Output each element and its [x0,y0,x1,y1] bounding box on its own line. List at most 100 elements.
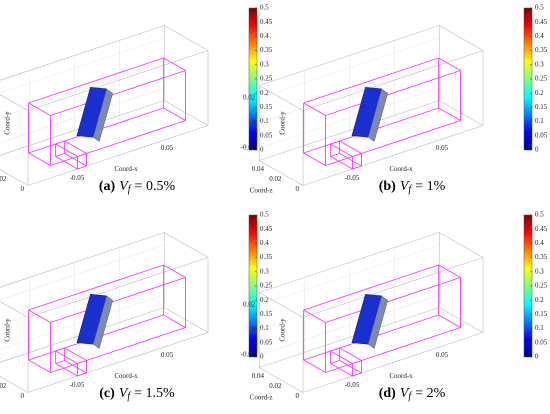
support-outline [339,360,362,374]
grid [259,269,440,331]
axes-box [439,307,484,333]
caption-var: V [119,179,129,194]
grid [0,87,165,144]
damage-edge [367,295,388,349]
support-outline [330,156,353,170]
z-tick-label: 0 [296,185,300,193]
caption-sub: f [408,184,412,195]
colorbar-tick-label: 0.1 [535,324,544,332]
beam-outline [438,264,461,278]
support-outline [352,165,362,170]
axes-box [27,50,209,111]
axes-box [0,232,165,288]
colorbar-tick-label: 0.3 [535,60,544,68]
support-outline [55,350,78,364]
support-outline [64,360,87,374]
x-axis-label: Coord-x [389,372,413,380]
caption-label: (b) [379,179,396,194]
axes-box [259,367,304,393]
beam-outline [163,57,186,71]
colorbar-tick-label: 0.2 [535,89,544,97]
colorbar-tick-label: 0.3 [535,267,544,275]
grid [0,269,165,326]
colorbar-tick-label: 0.15 [535,103,548,111]
axes-box [439,100,484,126]
caption-sub: f [128,184,132,195]
axes-box [259,160,304,186]
axes-box [259,232,440,293]
colorbar-tick-label: 0.35 [260,253,273,261]
z-tick-label: 0.04 [252,165,265,173]
y-tick-label: 0.02 [243,301,256,309]
damage-edge [367,88,388,142]
colorbar-tick-label: 0.05 [535,338,548,346]
beam-outline [325,327,461,373]
axes-box [164,25,209,51]
axes-box [164,307,209,333]
support-outline [330,350,353,364]
caption-label: (a) [99,179,116,194]
colorbar-tick-label: 0.3 [260,60,269,68]
beam-outline [325,277,461,323]
colorbar-tick-label: 0 [260,146,264,154]
colorbar-tick-label: 0.45 [260,225,273,233]
x-tick-label: 0.05 [436,144,449,152]
x-tick-label: 0.05 [161,351,174,359]
x-tick-label: -0.05 [70,381,85,389]
beam-outline [50,327,186,373]
colorbar-tick-label: 0.1 [535,117,544,125]
grid [304,352,349,378]
axes-box [259,85,304,111]
caption-label: (d) [379,386,396,401]
colorbar-tick-label: 0.45 [535,18,548,26]
axes-box [0,100,165,156]
axes-box [259,25,440,86]
axes-box [164,100,209,126]
axes-box [0,25,165,81]
support-outline [352,372,362,377]
colorbar-tick-label: 0.2 [260,89,269,97]
y-tick-label: 0 [252,119,256,127]
support-outline [330,143,353,157]
colorbar-tick-label: 0.4 [535,32,544,40]
colorbar-tick-label: 0.05 [535,131,548,139]
x-tick-label: 0.05 [161,144,174,152]
beam-outline [303,309,326,323]
grid [0,62,165,119]
support-outline [77,165,87,170]
grid [394,115,439,141]
beam-outline [50,120,186,166]
colorbar-tick-label: 0.35 [260,46,273,54]
colorbar-tick-label: 0.25 [535,75,548,83]
colorbar-tick-label: 0 [535,146,539,154]
axes-box [27,257,209,318]
caption-value: = 1% [415,179,445,194]
grid [29,145,74,171]
caption-var: V [400,179,410,194]
y-axis-label: Coord-y [279,111,287,135]
colorbar-tick-label: 0.25 [260,75,273,83]
grid [29,352,74,378]
axes-box [302,257,484,318]
colorbar-tick-label: 0.5 [535,211,544,219]
axes-box [27,332,209,393]
caption-value: = 1.5% [134,386,175,401]
caption-value: = 0.5% [135,179,176,194]
damage-edge [92,88,113,142]
support-outline [352,360,362,364]
support-outline [55,156,78,170]
colorbar-tick-label: 0.4 [535,239,544,247]
colorbar-tick-label: 0.05 [260,338,273,346]
axes-box [0,301,29,318]
x-tick-label: -0.05 [70,174,85,182]
axes-box [439,232,484,258]
beam-outline [303,152,326,166]
grid [259,244,440,306]
panel: -0.05 0.05 -0.02 0 0.02 0 0.02 0.04 Coord-x Coord… [241,4,548,196]
panel: -0.05 0.05 -0.02 0 0.02 0 0.02 0.04 Coord-x Coord… [0,4,273,195]
z-axis-label: Coord-z [250,187,273,195]
colorbar-tick-label: 0.2 [260,296,269,304]
caption: (c) Vf = 1.5% [99,386,175,402]
colorbar-tick-label: 0.25 [260,282,273,290]
